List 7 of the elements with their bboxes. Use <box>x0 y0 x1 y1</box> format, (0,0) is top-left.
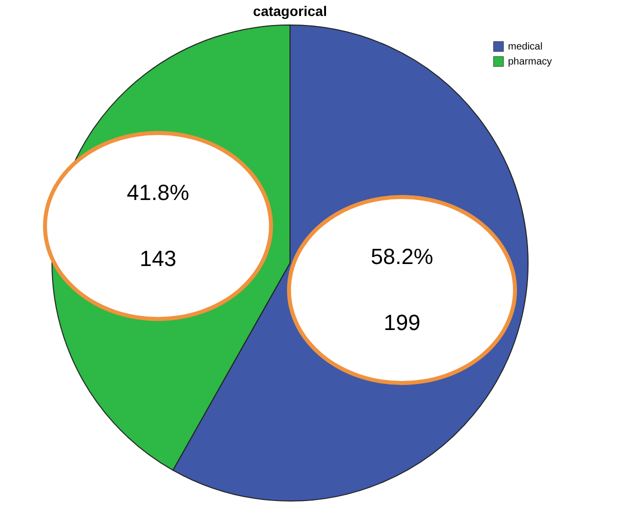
chart-title: catagorical <box>253 3 327 19</box>
text: 41.8% <box>126 180 190 206</box>
legend-label: medical <box>508 42 542 52</box>
data-label: 199 <box>384 310 420 336</box>
text: 58.2% <box>370 244 434 270</box>
data-label: 143 <box>140 246 176 272</box>
legend-label: pharmacy <box>508 56 552 68</box>
